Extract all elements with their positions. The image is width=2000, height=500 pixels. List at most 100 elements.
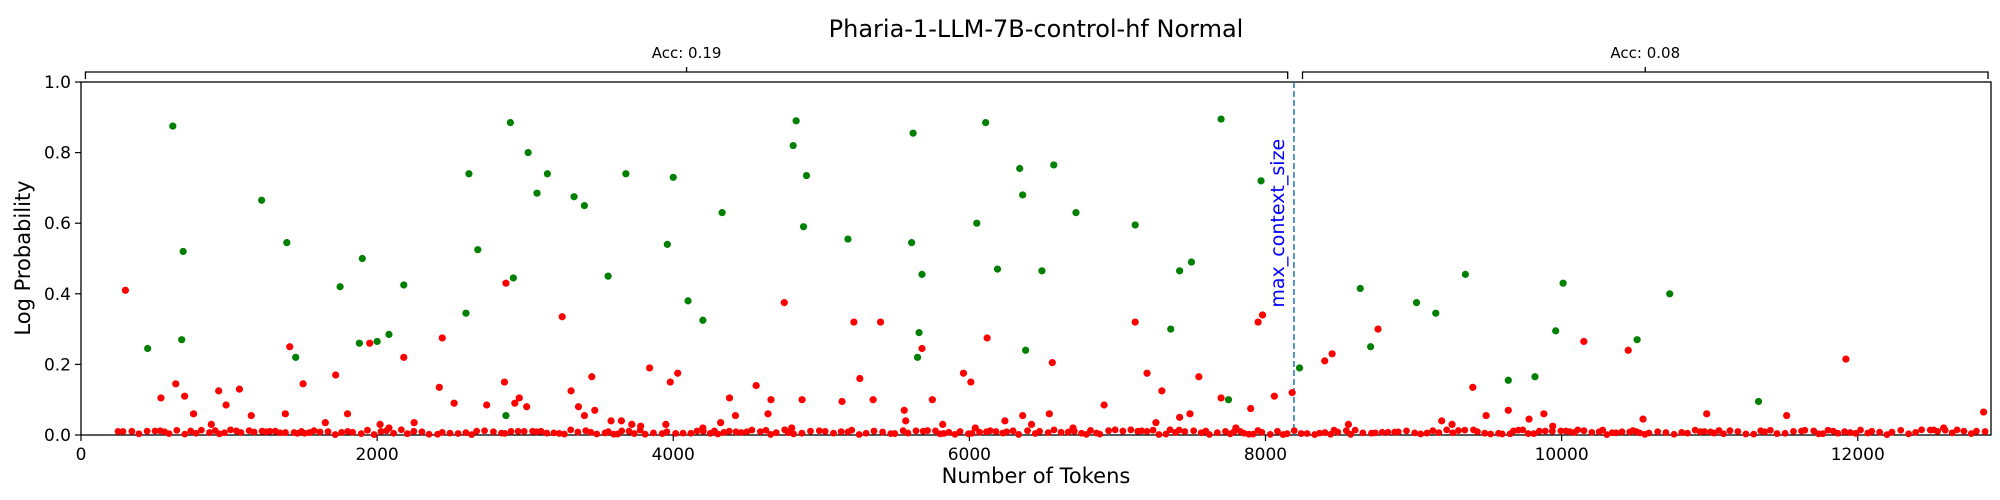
incorrect-point	[1498, 430, 1506, 438]
incorrect-point	[900, 406, 908, 414]
incorrect-point	[1703, 410, 1711, 418]
incorrect-point	[1143, 369, 1151, 377]
correct-point	[1072, 209, 1080, 217]
incorrect-point	[928, 396, 936, 404]
correct-point	[1295, 364, 1304, 372]
incorrect-point	[838, 397, 846, 406]
incorrect-point	[971, 424, 979, 432]
incorrect-point	[1417, 430, 1425, 438]
incorrect-point	[1096, 430, 1104, 438]
incorrect-point	[968, 430, 976, 437]
incorrect-point	[1258, 311, 1267, 319]
correct-point	[1016, 164, 1024, 173]
incorrect-point	[1781, 429, 1789, 437]
incorrect-point	[687, 429, 695, 437]
chart-title: Pharia-1-LLM-7B-control-hf Normal	[829, 15, 1244, 43]
incorrect-point	[1378, 428, 1386, 436]
incorrect-point	[1624, 346, 1632, 354]
incorrect-point	[1701, 428, 1708, 435]
incorrect-point	[1297, 430, 1305, 437]
incorrect-point	[588, 373, 596, 381]
correct-point	[1224, 396, 1233, 404]
correct-point	[669, 173, 677, 181]
incorrect-point	[1384, 428, 1392, 436]
incorrect-point	[481, 427, 488, 435]
incorrect-point	[357, 430, 365, 438]
incorrect-point	[574, 428, 582, 436]
incorrect-point	[366, 339, 374, 347]
incorrect-point	[1024, 427, 1031, 435]
y-tick-label: 1.0	[44, 73, 71, 93]
incorrect-point	[143, 427, 151, 435]
incorrect-point	[511, 399, 519, 407]
incorrect-point	[725, 427, 733, 435]
incorrect-point	[197, 426, 205, 434]
correct-point	[699, 316, 707, 324]
incorrect-point	[617, 417, 626, 425]
incorrect-point	[862, 429, 870, 437]
incorrect-point	[1953, 426, 1961, 434]
incorrect-point	[1015, 431, 1023, 438]
correct-point	[1038, 267, 1046, 275]
incorrect-point	[299, 380, 307, 388]
incorrect-point	[1057, 428, 1065, 436]
incorrect-point	[1290, 427, 1298, 434]
correct-point	[1050, 161, 1058, 169]
incorrect-point	[1750, 430, 1758, 438]
incorrect-point	[1321, 429, 1329, 436]
incorrect-point	[1888, 428, 1896, 436]
incorrect-point	[772, 429, 780, 437]
incorrect-point	[332, 371, 340, 379]
incorrect-point	[438, 429, 446, 436]
incorrect-point	[286, 343, 294, 351]
incorrect-point	[410, 419, 418, 427]
incorrect-point	[450, 399, 458, 407]
incorrect-point	[780, 299, 788, 307]
incorrect-point	[732, 428, 740, 436]
incorrect-point	[945, 428, 953, 436]
incorrect-point	[628, 420, 636, 429]
incorrect-point	[500, 378, 509, 386]
incorrect-point	[321, 419, 329, 427]
incorrect-point	[1394, 428, 1402, 436]
incorrect-point	[1403, 427, 1410, 435]
correct-point	[1432, 309, 1440, 317]
incorrect-point	[1423, 429, 1431, 437]
incorrect-point	[1710, 429, 1718, 437]
incorrect-point	[837, 428, 845, 436]
x-tick-label: 12000	[1831, 445, 1885, 465]
incorrect-point	[410, 427, 418, 435]
incorrect-point	[1143, 427, 1151, 435]
incorrect-point	[173, 426, 181, 434]
correct-point	[913, 353, 922, 361]
incorrect-point	[1574, 426, 1582, 434]
incorrect-point	[1636, 429, 1644, 437]
incorrect-point	[468, 431, 475, 439]
incorrect-point	[1819, 430, 1827, 438]
correct-point	[789, 141, 797, 150]
incorrect-point	[187, 427, 195, 435]
correct-point	[580, 201, 589, 210]
incorrect-point	[1905, 430, 1913, 438]
x-tick-label: 8000	[1244, 445, 1287, 465]
incorrect-point	[1149, 426, 1157, 434]
incorrect-point	[192, 429, 200, 437]
incorrect-point	[650, 429, 657, 437]
correct-point	[1356, 284, 1364, 293]
incorrect-point	[731, 411, 740, 420]
correct-point	[973, 219, 981, 227]
incorrect-point	[1948, 429, 1956, 437]
data-points	[114, 115, 1989, 439]
incorrect-point	[1001, 417, 1009, 425]
incorrect-point	[725, 394, 734, 402]
incorrect-point	[1374, 325, 1382, 333]
incorrect-point	[807, 427, 814, 435]
correct-point	[915, 329, 923, 337]
max-context-label: max_context_size	[1267, 139, 1289, 308]
incorrect-point	[679, 429, 687, 437]
incorrect-point	[377, 428, 385, 435]
incorrect-point	[967, 378, 975, 386]
incorrect-point	[714, 430, 722, 438]
incorrect-point	[1175, 426, 1183, 434]
incorrect-point	[281, 410, 289, 418]
